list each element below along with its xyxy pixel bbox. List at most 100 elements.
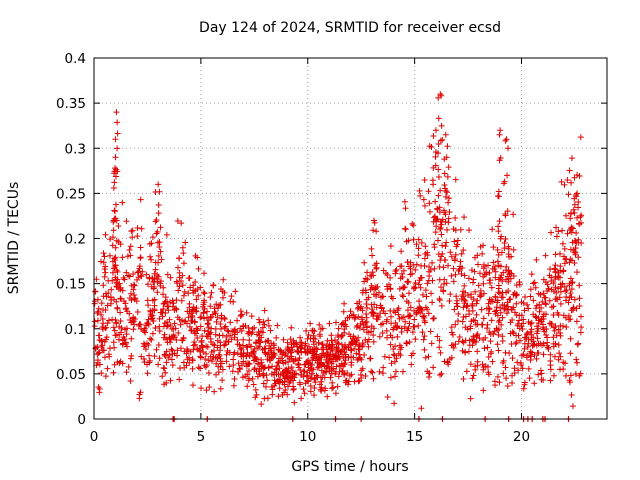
data-point [111,168,118,175]
data-point [259,346,266,353]
data-point [345,344,352,351]
data-point [372,285,379,292]
data-point [356,351,363,358]
data-point [408,361,415,368]
data-point [312,336,319,343]
data-point [540,351,547,358]
data-point [502,364,509,371]
data-point [495,223,502,230]
data-point [557,283,564,290]
data-point [317,359,324,366]
data-point [466,311,473,318]
data-point [407,265,414,272]
data-point [499,278,506,285]
data-point [130,271,137,278]
data-point [543,311,550,318]
data-point [145,316,152,323]
data-point [275,358,282,365]
data-point [147,308,154,315]
data-point [494,341,501,348]
data-point [346,331,353,338]
data-point [513,291,520,298]
data-point [475,261,482,268]
data-point [504,172,511,179]
data-point [523,331,530,338]
data-point [495,282,502,289]
data-point [547,351,554,358]
data-point [250,381,257,388]
data-point [171,350,178,357]
data-point [245,367,252,374]
data-point [427,266,434,273]
data-point [443,280,450,287]
data-point [311,376,318,383]
data-point [112,136,119,143]
data-point [221,324,228,331]
data-point [439,136,446,143]
data-point [195,265,202,272]
data-points [91,91,585,412]
data-point [494,373,501,380]
data-point [450,278,457,285]
data-point [496,317,503,324]
data-point [555,326,562,333]
data-point [415,245,422,252]
data-point [491,263,498,270]
data-point [387,243,394,250]
data-point [388,293,395,300]
data-point [243,363,250,370]
data-point [567,350,574,357]
data-point [535,325,542,332]
data-point [479,361,486,368]
data-point [410,285,417,292]
data-point [368,368,375,375]
data-point [280,336,287,343]
data-point [557,330,564,337]
data-point [121,335,128,342]
data-point [552,266,559,273]
data-point [452,271,459,278]
data-point [341,349,348,356]
data-point [576,302,583,309]
data-point [403,298,410,305]
data-point [404,279,411,286]
data-point [303,377,310,384]
data-point [197,354,204,361]
data-point [521,293,528,300]
data-point [165,354,172,361]
data-point [356,298,363,305]
data-point [110,369,117,376]
data-point [355,355,362,362]
data-point [564,177,571,184]
data-point [356,342,363,349]
data-point [434,333,441,340]
data-point [355,334,362,341]
data-point [208,313,215,320]
data-point [540,376,547,383]
data-point [559,280,566,287]
y-tick-label: 0.25 [56,186,86,202]
data-point [363,300,370,307]
data-point [230,356,237,363]
data-point [111,179,118,186]
data-point [269,391,276,398]
data-point [271,369,278,376]
data-point [567,275,574,282]
data-point [178,220,185,227]
data-point [304,335,311,342]
data-point [98,311,105,318]
data-point [137,272,144,279]
data-point [460,304,467,311]
data-point [501,302,508,309]
data-point [190,289,197,296]
data-point [437,91,444,98]
data-point [180,359,187,366]
data-point [147,335,154,342]
data-point [407,304,414,311]
data-point [112,332,119,339]
data-point [213,360,220,367]
data-point [532,284,539,291]
data-point [373,291,380,298]
data-point [151,353,158,360]
data-point [149,330,156,337]
